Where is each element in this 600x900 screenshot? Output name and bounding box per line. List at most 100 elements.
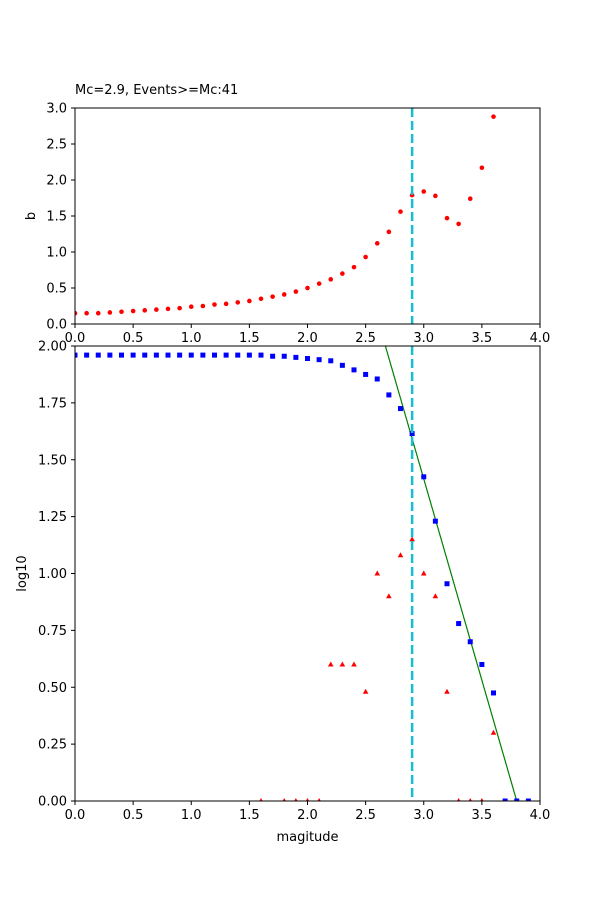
b-y-tick-label: 2.5 <box>46 138 67 153</box>
b-x-tick-label: 0.0 <box>65 331 86 346</box>
b-point <box>119 309 124 315</box>
b-point <box>305 285 310 291</box>
log10-square-point <box>165 352 171 358</box>
log10-y-tick-label: 1.50 <box>38 453 67 468</box>
b-point <box>247 298 252 304</box>
log10-square-point <box>421 474 427 480</box>
log10-square-point <box>223 352 229 358</box>
b-point <box>433 193 438 199</box>
log10-x-tick-label: 0.5 <box>123 808 144 823</box>
log10-x-axis-label: magitude <box>276 830 338 845</box>
log10-square-point <box>130 352 136 358</box>
b-data-layer <box>75 114 496 316</box>
b-x-tick-label: 0.5 <box>123 331 144 346</box>
log10-square-point <box>177 352 183 358</box>
log10-square-point <box>246 352 252 358</box>
b-plot-area <box>75 108 540 324</box>
log10-square-point <box>491 690 496 696</box>
log10-plot-area <box>75 346 540 801</box>
b-point <box>177 305 182 311</box>
b-y-tick-label: 1.5 <box>46 210 67 225</box>
b-point <box>165 306 171 312</box>
log10-square-point <box>432 518 438 524</box>
b-point <box>363 254 368 260</box>
log10-square-point <box>95 352 101 358</box>
log10-y-tick-label: 0.00 <box>38 795 67 810</box>
b-point <box>142 308 148 313</box>
b-x-tick-label: 3.0 <box>413 331 434 346</box>
log10-triangle-point <box>397 552 404 558</box>
b-point <box>200 303 206 309</box>
log10-square-point <box>258 352 264 358</box>
b-point <box>444 215 450 221</box>
log10-square-point <box>119 352 124 358</box>
b-point <box>154 307 159 312</box>
log10-square-point <box>84 352 90 358</box>
b-point <box>84 310 89 316</box>
log10-triangle-point <box>468 798 472 801</box>
log10-x-tick-label: 0.0 <box>65 808 86 823</box>
log10-square-point <box>212 352 217 358</box>
log10-square-point <box>479 662 485 667</box>
log10-square-point <box>235 352 241 358</box>
b-point <box>316 281 322 286</box>
log10-triangle-point <box>456 798 461 801</box>
log10-square-point <box>281 353 287 359</box>
log10-square-point <box>374 376 380 382</box>
log10-square-point <box>363 371 369 377</box>
log10-triangle-point <box>409 536 415 542</box>
log10-x-tick-label: 2.0 <box>297 808 318 823</box>
log10-triangle-point <box>317 798 321 801</box>
b-point <box>95 310 101 316</box>
log10-square-point <box>293 354 299 360</box>
b-point <box>398 209 403 214</box>
log10-x-tick-label: 3.0 <box>413 808 434 823</box>
log10-triangle-point <box>294 798 298 801</box>
log10-square-point <box>398 406 403 412</box>
b-y-tick-label: 3.0 <box>46 102 67 117</box>
log10-square-point <box>386 392 392 398</box>
log10-square-point <box>305 356 310 362</box>
log10-x-tick-label: 3.5 <box>472 808 493 823</box>
log10-square-point <box>456 621 462 627</box>
log10-data-layer <box>75 346 531 801</box>
log10-axes-frame <box>74 345 541 802</box>
log10-triangle-point <box>374 570 381 576</box>
b-point <box>235 300 241 305</box>
log10-square-point <box>351 367 357 373</box>
b-y-tick-label: 0.0 <box>46 318 67 333</box>
log10-square-point <box>514 798 520 801</box>
log10-triangle-point <box>259 798 263 801</box>
log10-y-tick-label: 0.25 <box>38 738 67 753</box>
b-point <box>212 302 217 307</box>
b-point <box>340 271 345 276</box>
frequency-magnitude-chart: 0.0 0.5 1.0 1.5 2.0 2.5 3.0 3.5 4.0 0.00 0.25 0.50 0… <box>15 340 550 846</box>
log10-y-axis-label: log10 <box>15 555 30 591</box>
log10-y-tick-label: 1.75 <box>38 396 67 411</box>
log10-square-point <box>467 639 473 645</box>
log10-square-point <box>339 362 345 368</box>
log10-x-tick-label: 1.0 <box>181 808 202 823</box>
b-x-tick-label: 2.0 <box>297 331 318 346</box>
log10-square-point <box>142 352 148 358</box>
log10-x-tick-label: 2.5 <box>355 808 376 823</box>
log10-triangle-point <box>386 593 392 599</box>
b-point <box>258 296 264 302</box>
b-axes-frame <box>74 107 541 325</box>
log10-triangle-point <box>480 798 484 801</box>
log10-square-point <box>188 352 194 358</box>
log10-square-point <box>328 358 334 364</box>
log10-y-tick-label: 1.25 <box>38 510 67 525</box>
b-point <box>107 310 113 315</box>
b-y-tick-label: 2.0 <box>46 174 67 189</box>
log10-triangle-point <box>305 798 310 801</box>
b-value-chart: 0.0 0.5 1.0 1.5 2.0 2.5 3.0 3.5 4.0 0.0 0.5 1.0 1.5 2… <box>24 83 550 346</box>
log10-square-point <box>409 431 415 437</box>
b-x-tick-label: 1.5 <box>239 331 260 346</box>
log10-square-point <box>153 352 159 358</box>
log10-x-tick-label: 4.0 <box>530 808 551 823</box>
b-point <box>188 304 194 310</box>
b-point <box>130 308 136 314</box>
b-point <box>223 301 229 307</box>
